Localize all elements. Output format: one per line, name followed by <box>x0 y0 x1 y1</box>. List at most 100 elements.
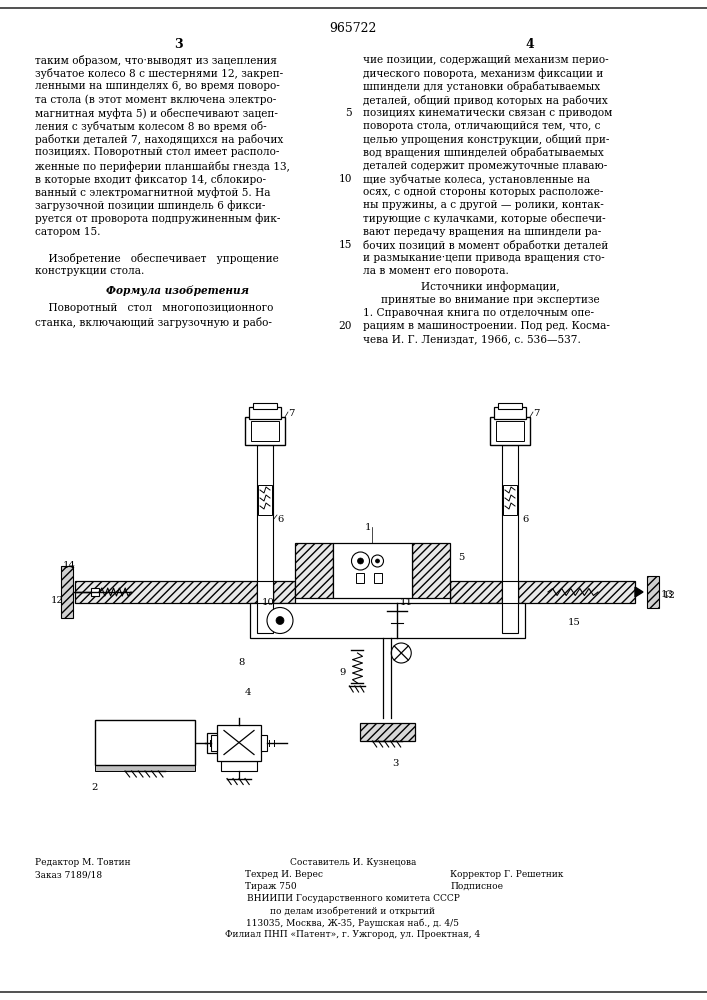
Bar <box>647 576 659 608</box>
Text: 6: 6 <box>277 515 284 524</box>
Circle shape <box>267 607 293 634</box>
Text: 9: 9 <box>339 668 346 677</box>
Text: 965722: 965722 <box>329 22 377 35</box>
Bar <box>356 573 365 583</box>
Text: Формула изобретения: Формула изобретения <box>107 285 250 296</box>
Text: позициях. Поворотный стол имеет располо-: позициях. Поворотный стол имеет располо- <box>35 147 279 157</box>
Text: Корректор Г. Решетник: Корректор Г. Решетник <box>450 870 563 879</box>
Text: 14: 14 <box>63 561 76 570</box>
Bar <box>91 588 99 596</box>
Bar <box>496 421 524 441</box>
Text: ны пружины, а с другой — ролики, контак-: ны пружины, а с другой — ролики, контак- <box>363 200 604 210</box>
Text: 1: 1 <box>364 523 370 532</box>
Text: Поворотный   стол   многопозиционного: Поворотный стол многопозиционного <box>35 303 274 313</box>
Text: 5: 5 <box>458 553 464 562</box>
Bar <box>249 407 281 419</box>
Text: дического поворота, механизм фиксации и: дического поворота, механизм фиксации и <box>363 68 603 79</box>
Text: деталей, общий привод которых на рабочих: деталей, общий привод которых на рабочих <box>363 95 608 106</box>
Bar <box>207 732 229 752</box>
Text: 4: 4 <box>245 688 252 697</box>
Text: 11: 11 <box>399 598 412 607</box>
Text: по делам изобретений и открытий: по делам изобретений и открытий <box>271 906 436 916</box>
Text: шпиндели для установки обрабатываемых: шпиндели для установки обрабатываемых <box>363 81 600 92</box>
Text: Источники информации,: Источники информации, <box>421 281 559 292</box>
Text: руется от проворота подпружиненным фик-: руется от проворота подпружиненным фик- <box>35 213 281 224</box>
Text: та стола (в этот момент включена электро-: та стола (в этот момент включена электро… <box>35 95 276 105</box>
Text: ления с зубчатым колесом 8 во время об-: ления с зубчатым колесом 8 во время об- <box>35 121 267 132</box>
Bar <box>251 421 279 441</box>
Bar <box>75 581 257 603</box>
Text: 5: 5 <box>346 108 352 118</box>
Text: ленными на шпинделях 6, во время поворо-: ленными на шпинделях 6, во время поворо- <box>35 81 280 91</box>
Bar <box>412 543 450 598</box>
Text: женные по периферии планшайбы гнезда 13,: женные по периферии планшайбы гнезда 13, <box>35 161 290 172</box>
Text: чие позиции, содержащий механизм перио-: чие позиции, содержащий механизм перио- <box>363 55 609 65</box>
Text: ла в момент его поворота.: ла в момент его поворота. <box>363 266 509 276</box>
Bar <box>450 581 502 603</box>
Bar <box>245 417 285 445</box>
Text: 8: 8 <box>239 658 245 667</box>
Text: зубчатое колесо 8 с шестернями 12, закреп-: зубчатое колесо 8 с шестернями 12, закре… <box>35 68 283 79</box>
Text: деталей содержит промежуточные плаваю-: деталей содержит промежуточные плаваю- <box>363 161 607 171</box>
Bar <box>95 720 195 765</box>
Text: бочих позиций в момент обработки деталей: бочих позиций в момент обработки деталей <box>363 240 608 251</box>
Text: Техред И. Верес: Техред И. Верес <box>245 870 323 879</box>
Text: 10: 10 <box>262 598 275 607</box>
Bar <box>295 543 333 598</box>
Text: чева И. Г. Лениздат, 1966, с. 536—537.: чева И. Г. Лениздат, 1966, с. 536—537. <box>363 334 581 344</box>
Text: рациям в машиностроении. Под ред. Косма-: рациям в машиностроении. Под ред. Косма- <box>363 321 610 331</box>
Polygon shape <box>635 587 643 597</box>
Text: конструкции стола.: конструкции стола. <box>35 266 144 276</box>
Bar <box>518 581 635 603</box>
Circle shape <box>375 559 380 563</box>
Text: станка, включающий загрузочную и рабо-: станка, включающий загрузочную и рабо- <box>35 317 272 328</box>
Text: 4: 4 <box>525 38 534 51</box>
Text: Составитель И. Кузнецова: Составитель И. Кузнецова <box>290 858 416 867</box>
Bar <box>273 581 295 603</box>
Bar <box>61 566 73 618</box>
Bar <box>217 724 261 760</box>
Text: вод вращения шпинделей обрабатываемых: вод вращения шпинделей обрабатываемых <box>363 147 604 158</box>
Bar <box>258 485 272 515</box>
Circle shape <box>276 616 284 624</box>
Bar <box>502 581 518 603</box>
Circle shape <box>351 552 370 570</box>
Text: 6: 6 <box>522 515 528 524</box>
Text: Редактор М. Товтин: Редактор М. Товтин <box>35 858 131 867</box>
Bar <box>360 723 415 741</box>
Bar <box>498 403 522 409</box>
Text: загрузочной позиции шпиндель 6 фикси-: загрузочной позиции шпиндель 6 фикси- <box>35 200 265 211</box>
Text: и размыкание·цепи привода вращения сто-: и размыкание·цепи привода вращения сто- <box>363 253 604 263</box>
Text: 20: 20 <box>339 321 352 331</box>
Text: таким образом, что·выводят из зацепления: таким образом, что·выводят из зацепления <box>35 55 277 66</box>
Bar <box>257 445 273 633</box>
Circle shape <box>391 643 411 663</box>
Text: 3: 3 <box>174 38 182 51</box>
Bar <box>503 485 517 515</box>
Text: 10: 10 <box>339 174 352 184</box>
Bar <box>494 407 526 419</box>
Text: 12: 12 <box>51 596 64 605</box>
Text: тирующие с кулачками, которые обеспечи-: тирующие с кулачками, которые обеспечи- <box>363 213 606 224</box>
Bar <box>490 417 530 445</box>
Text: 13: 13 <box>661 590 674 599</box>
Bar <box>250 603 525 638</box>
Text: 3: 3 <box>392 759 399 768</box>
Bar <box>333 543 412 598</box>
Text: ванный с электромагнитной муфтой 5. На: ванный с электромагнитной муфтой 5. На <box>35 187 271 198</box>
Text: 2: 2 <box>91 783 98 792</box>
Text: Подписное: Подписное <box>450 882 503 891</box>
Bar <box>257 581 273 603</box>
Text: работки деталей 7, находящихся на рабочих: работки деталей 7, находящихся на рабочи… <box>35 134 284 145</box>
Bar <box>211 734 217 750</box>
Bar <box>221 760 257 770</box>
Bar <box>253 403 277 409</box>
Text: ВНИИПИ Государственного комитета СССР: ВНИИПИ Государственного комитета СССР <box>247 894 460 903</box>
Text: 7: 7 <box>533 409 539 418</box>
Bar <box>502 445 518 633</box>
Bar <box>375 573 382 583</box>
Text: 15: 15 <box>339 240 352 250</box>
Text: Изобретение   обеспечивает   упрощение: Изобретение обеспечивает упрощение <box>35 253 279 264</box>
Text: принятые во внимание при экспертизе: принятые во внимание при экспертизе <box>380 295 600 305</box>
Text: поворота стола, отличающийся тем, что, с: поворота стола, отличающийся тем, что, с <box>363 121 600 131</box>
